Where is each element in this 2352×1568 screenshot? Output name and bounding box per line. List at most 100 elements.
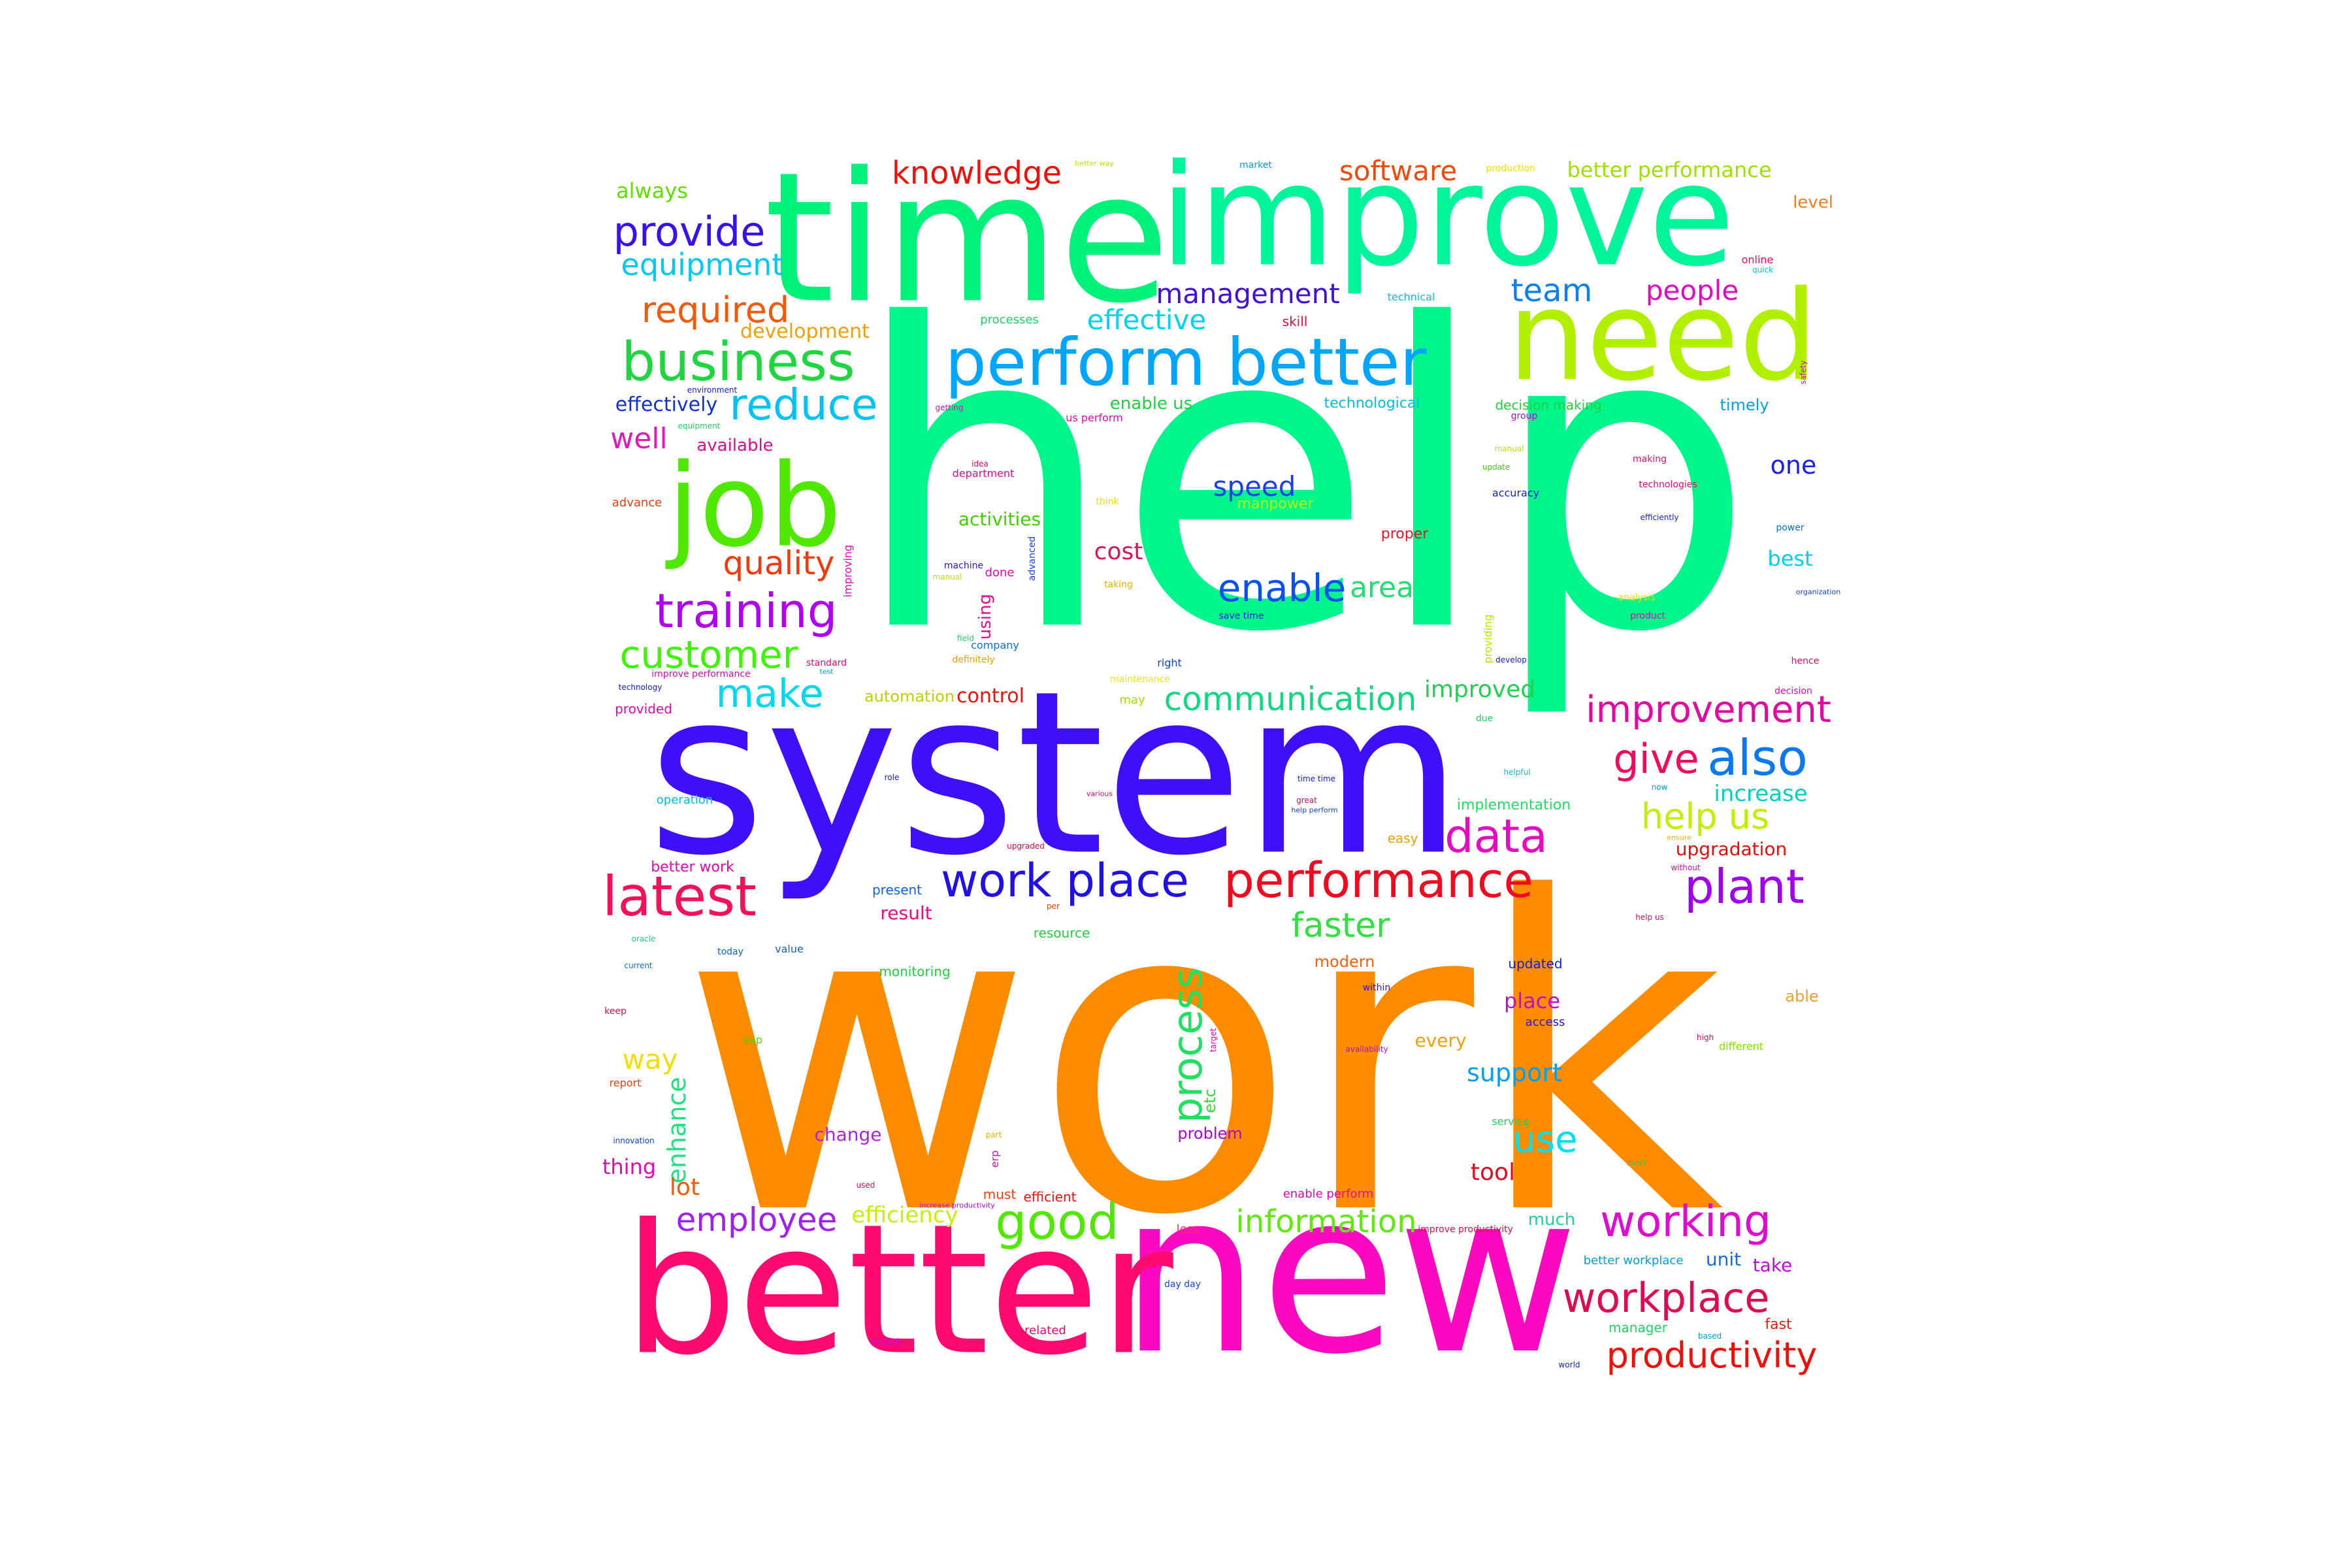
word-problem: problem xyxy=(1177,1124,1243,1143)
word-improve-performance: improve performance xyxy=(651,669,751,679)
word-automation: automation xyxy=(864,687,955,706)
word-processes: processes xyxy=(980,313,1039,327)
word-help-us: help us xyxy=(1641,796,1770,837)
word-production: production xyxy=(1486,163,1535,174)
word-most: most xyxy=(1627,1158,1646,1168)
word-within: within xyxy=(1362,983,1391,993)
word-based: based xyxy=(1697,1331,1722,1341)
word-us-perform: us perform xyxy=(1066,412,1123,424)
word-improving: improving xyxy=(841,544,854,598)
word-skill: skill xyxy=(1282,314,1308,329)
word-definitely: definitely xyxy=(952,655,995,665)
word-think: think xyxy=(1096,497,1119,507)
word-ensure: ensure xyxy=(1667,833,1691,842)
word-right: right xyxy=(1157,657,1182,669)
word-thing: thing xyxy=(602,1154,657,1179)
word-modern: modern xyxy=(1314,953,1375,971)
word-change: change xyxy=(814,1124,882,1145)
word-market: market xyxy=(1239,160,1272,171)
word-team: team xyxy=(1511,272,1593,309)
word-productivity: productivity xyxy=(1606,1335,1818,1376)
word-required: required xyxy=(641,289,790,331)
word-upgradation: upgradation xyxy=(1675,838,1788,860)
word-quality: quality xyxy=(723,544,835,582)
word-output: output xyxy=(870,1337,901,1347)
word-per: per xyxy=(1047,902,1060,911)
word-standard: standard xyxy=(806,658,847,668)
word-provide: provide xyxy=(613,208,766,255)
word-decision: decision xyxy=(1774,686,1812,696)
word-every: every xyxy=(1414,1030,1467,1051)
word-role: role xyxy=(884,773,900,782)
word-activities: activities xyxy=(958,508,1041,530)
word-access: access xyxy=(1525,1015,1565,1029)
word-must: must xyxy=(983,1186,1017,1202)
word-work-place: work place xyxy=(941,854,1189,907)
word-efficient: efficient xyxy=(1023,1189,1077,1205)
word-increase-productivity: increase productivity xyxy=(919,1201,995,1210)
word-better-work: better work xyxy=(651,859,734,875)
word-now: now xyxy=(1651,783,1668,792)
word-safety: safety xyxy=(1799,360,1808,385)
word-data: data xyxy=(1445,809,1548,863)
word-able: able xyxy=(1785,987,1819,1005)
word-implementation: implementation xyxy=(1456,797,1571,813)
word-power: power xyxy=(1776,523,1805,533)
word-fast: fast xyxy=(1765,1316,1792,1333)
word-great: great xyxy=(1296,796,1317,805)
word-advance: advance xyxy=(612,496,662,510)
word-high: high xyxy=(1696,1033,1714,1042)
word-world: world xyxy=(1558,1360,1580,1369)
word-keep: keep xyxy=(604,1006,627,1017)
word-business: business xyxy=(621,331,855,393)
word-job: job xyxy=(667,440,842,573)
word-day-day: day day xyxy=(1164,1279,1201,1290)
word-erp: erp xyxy=(988,1150,1001,1168)
word-using: using xyxy=(975,593,995,640)
word-report: report xyxy=(609,1077,642,1089)
word-latest: latest xyxy=(602,864,757,928)
word-related: related xyxy=(1024,1324,1066,1337)
word-place: place xyxy=(1503,988,1561,1013)
word-management: management xyxy=(1156,278,1340,310)
word-sap: sap xyxy=(743,1034,763,1046)
word-best: best xyxy=(1767,546,1813,571)
word-time: time xyxy=(764,133,1170,343)
word-increase: increase xyxy=(1714,781,1808,807)
word-enable: enable xyxy=(1217,566,1347,610)
word-work: work xyxy=(680,807,1724,1309)
word-without: without xyxy=(1671,863,1701,872)
word-improve: improve xyxy=(1159,133,1735,298)
word-information: information xyxy=(1235,1203,1417,1240)
word-development: development xyxy=(740,320,870,343)
word-better-workplace: better workplace xyxy=(1583,1254,1684,1267)
word-tool: tool xyxy=(1470,1159,1516,1186)
word-customer: customer xyxy=(619,632,798,677)
word-update: update xyxy=(1482,463,1511,472)
word-efficiency: efficiency xyxy=(851,1202,958,1228)
word-performance: performance xyxy=(1224,853,1533,909)
word-better-way: better way xyxy=(1075,159,1114,168)
word-technology: technology xyxy=(618,683,662,692)
word-working: working xyxy=(1600,1196,1771,1247)
word-plant: plant xyxy=(1684,859,1805,914)
word-current: current xyxy=(624,961,653,970)
word-machine: machine xyxy=(943,561,984,571)
word-save-time: save time xyxy=(1218,611,1264,621)
word-technological: technological xyxy=(1324,395,1420,412)
word-due: due xyxy=(1475,713,1494,724)
word-people: people xyxy=(1645,274,1739,306)
word-field: field xyxy=(957,634,974,643)
word-communication: communication xyxy=(1164,680,1417,718)
word-operation: operation xyxy=(656,793,713,807)
word-quick: quick xyxy=(1752,265,1774,274)
word-easy: easy xyxy=(1387,830,1418,846)
word-company: company xyxy=(971,639,1019,651)
word-enhance: enhance xyxy=(662,1077,691,1184)
word-equipment: equipment xyxy=(621,247,784,282)
word-decision-making: decision making xyxy=(1495,397,1602,413)
word-take: take xyxy=(1752,1254,1793,1276)
word-lot: lot xyxy=(669,1174,700,1201)
word-done: done xyxy=(985,566,1015,580)
